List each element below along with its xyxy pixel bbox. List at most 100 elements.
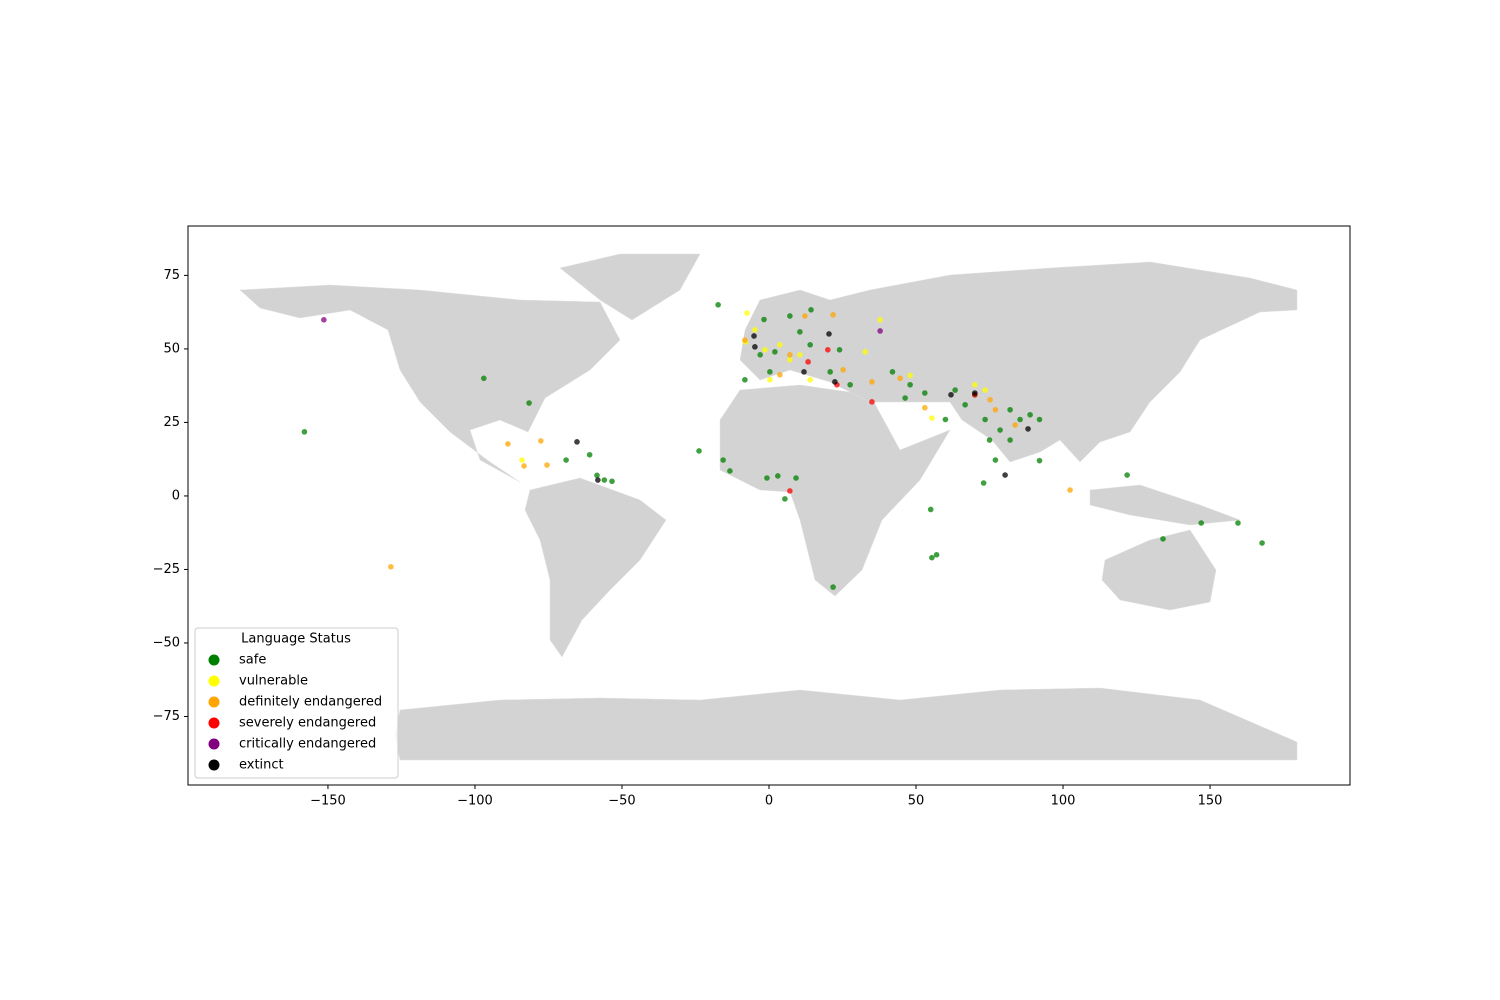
point bbox=[929, 415, 935, 421]
legend-label: severely endangered bbox=[239, 716, 376, 731]
point bbox=[715, 302, 721, 308]
point bbox=[805, 359, 811, 365]
point bbox=[808, 307, 814, 313]
point bbox=[1025, 426, 1031, 432]
point bbox=[830, 584, 836, 590]
point bbox=[948, 391, 954, 398]
point bbox=[1036, 457, 1043, 464]
point bbox=[480, 375, 487, 382]
point bbox=[757, 351, 763, 358]
point bbox=[802, 313, 808, 319]
point bbox=[1067, 487, 1073, 493]
point bbox=[1027, 411, 1033, 418]
x-tick-label: 50 bbox=[908, 794, 925, 809]
point bbox=[777, 371, 783, 378]
point bbox=[972, 390, 978, 396]
point bbox=[982, 387, 988, 393]
point bbox=[830, 312, 836, 318]
legend-box bbox=[194, 627, 399, 779]
y-tick-label: −75 bbox=[153, 709, 180, 724]
point bbox=[762, 346, 768, 353]
y-tick-label: 0 bbox=[172, 488, 180, 503]
x-tick-label: −100 bbox=[457, 794, 493, 809]
point bbox=[1017, 416, 1023, 423]
legend-label: definitely endangered bbox=[239, 695, 382, 710]
x-tick-label: 150 bbox=[1198, 794, 1223, 809]
y-tick-label: 75 bbox=[163, 268, 180, 283]
point bbox=[840, 366, 846, 373]
point bbox=[519, 457, 525, 463]
point bbox=[742, 376, 748, 383]
point bbox=[826, 331, 832, 337]
point bbox=[388, 564, 394, 570]
point bbox=[1198, 520, 1205, 526]
point bbox=[696, 448, 702, 454]
point bbox=[775, 473, 781, 479]
point bbox=[907, 372, 913, 379]
point bbox=[321, 317, 327, 323]
point bbox=[767, 376, 773, 383]
point bbox=[594, 472, 600, 479]
legend-marker bbox=[208, 675, 220, 687]
point bbox=[1124, 472, 1130, 478]
point bbox=[752, 327, 758, 333]
point bbox=[832, 379, 838, 385]
point bbox=[869, 399, 875, 405]
point bbox=[538, 438, 544, 444]
point bbox=[601, 477, 608, 483]
land bbox=[719, 384, 951, 597]
point bbox=[782, 496, 788, 502]
point bbox=[797, 351, 803, 358]
point bbox=[787, 488, 793, 494]
x-tick-label: 100 bbox=[1051, 794, 1076, 809]
legend: Language Status safe vulnerable definitely… bbox=[194, 627, 399, 779]
x-tick-label: −50 bbox=[608, 794, 635, 809]
legend-marker bbox=[208, 759, 220, 771]
point bbox=[595, 477, 601, 483]
point bbox=[505, 441, 511, 447]
point bbox=[720, 457, 726, 463]
point bbox=[897, 375, 903, 382]
basemap bbox=[239, 253, 1298, 761]
point bbox=[521, 463, 527, 469]
point bbox=[997, 427, 1003, 433]
point bbox=[787, 356, 793, 363]
point bbox=[992, 406, 999, 413]
legend-label: safe bbox=[239, 653, 266, 668]
point bbox=[877, 328, 883, 334]
point bbox=[777, 341, 783, 348]
point bbox=[1259, 540, 1265, 546]
point bbox=[942, 416, 949, 423]
point bbox=[526, 400, 532, 406]
point bbox=[609, 478, 615, 485]
point bbox=[869, 379, 875, 385]
point bbox=[933, 551, 940, 558]
point bbox=[764, 475, 770, 481]
point bbox=[742, 337, 748, 343]
point bbox=[907, 381, 913, 388]
point bbox=[1036, 416, 1043, 423]
y-tick-label: 50 bbox=[163, 341, 180, 356]
point bbox=[797, 329, 803, 335]
point bbox=[772, 349, 778, 355]
point bbox=[807, 376, 813, 383]
land bbox=[739, 261, 1298, 463]
point bbox=[877, 317, 883, 323]
legend-label: critically endangered bbox=[239, 737, 376, 752]
y-tick-label: −50 bbox=[153, 635, 180, 650]
point bbox=[301, 429, 308, 435]
point bbox=[922, 390, 928, 396]
point bbox=[827, 369, 833, 375]
point bbox=[972, 381, 978, 388]
point bbox=[922, 404, 928, 411]
point bbox=[793, 475, 799, 481]
point bbox=[986, 437, 993, 443]
point bbox=[847, 381, 853, 388]
legend-label: vulnerable bbox=[239, 674, 308, 689]
legend-marker bbox=[208, 696, 220, 708]
land bbox=[1101, 529, 1217, 611]
x-tick-label: 0 bbox=[765, 794, 773, 809]
point bbox=[801, 369, 807, 375]
land bbox=[239, 284, 621, 483]
